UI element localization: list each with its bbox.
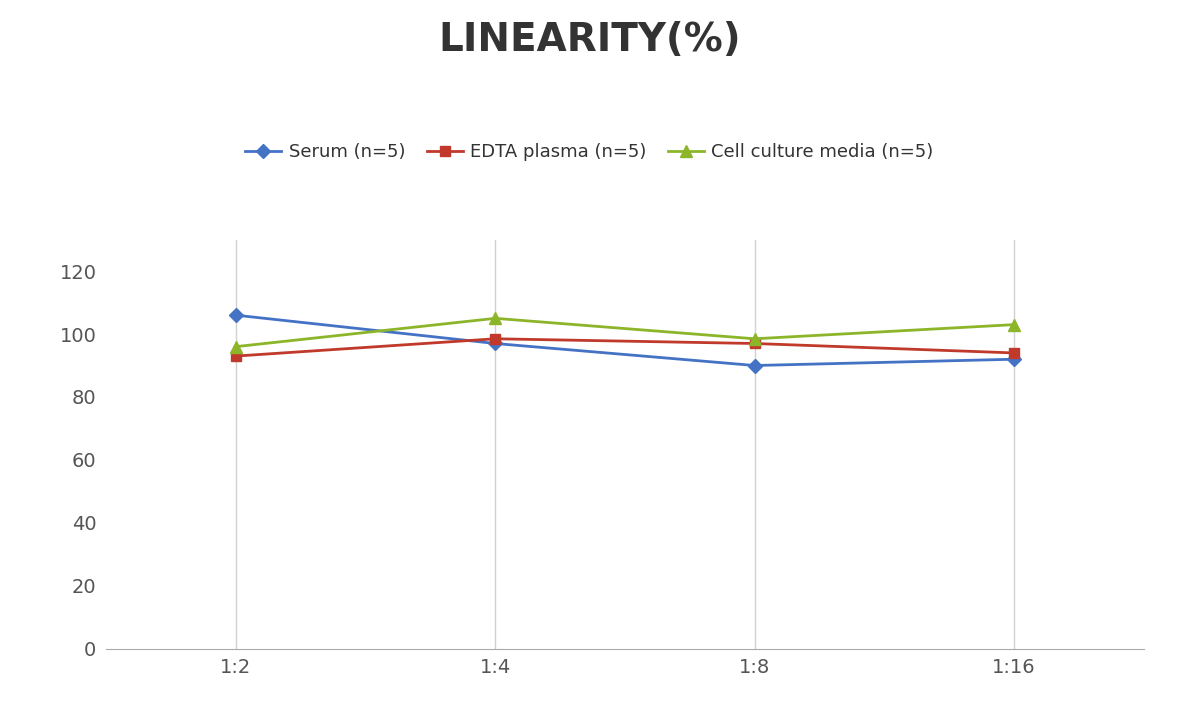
Legend: Serum (n=5), EDTA plasma (n=5), Cell culture media (n=5): Serum (n=5), EDTA plasma (n=5), Cell cul… [238, 136, 941, 168]
Text: LINEARITY(%): LINEARITY(%) [439, 21, 740, 59]
